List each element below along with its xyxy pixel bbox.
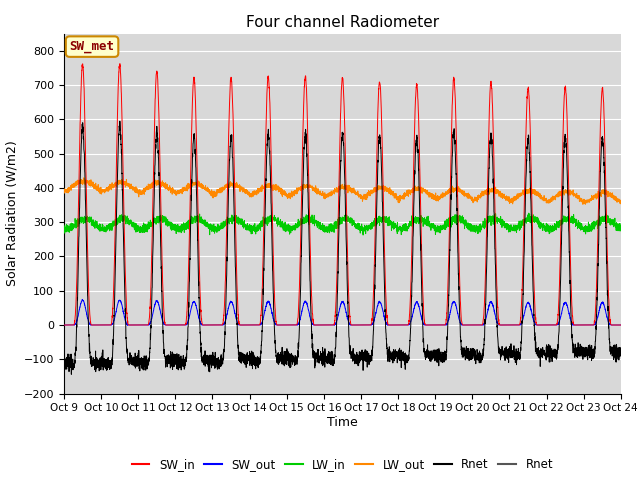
Legend: SW_in, SW_out, LW_in, LW_out, Rnet, Rnet: SW_in, SW_out, LW_in, LW_out, Rnet, Rnet [127, 454, 558, 476]
X-axis label: Time: Time [327, 416, 358, 429]
Y-axis label: Solar Radiation (W/m2): Solar Radiation (W/m2) [5, 141, 18, 287]
Text: SW_met: SW_met [70, 40, 115, 53]
Title: Four channel Radiometer: Four channel Radiometer [246, 15, 439, 30]
